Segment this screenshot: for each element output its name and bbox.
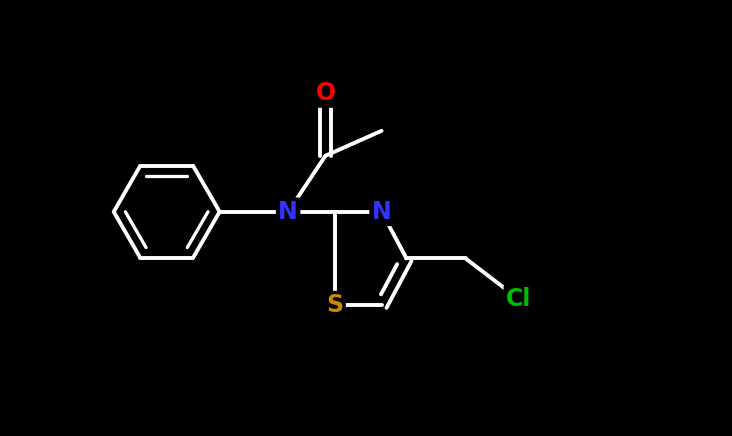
Text: N: N [278,200,298,224]
Text: O: O [315,82,335,106]
Text: Cl: Cl [506,287,531,311]
Text: S: S [326,293,343,317]
Text: N: N [372,200,392,224]
